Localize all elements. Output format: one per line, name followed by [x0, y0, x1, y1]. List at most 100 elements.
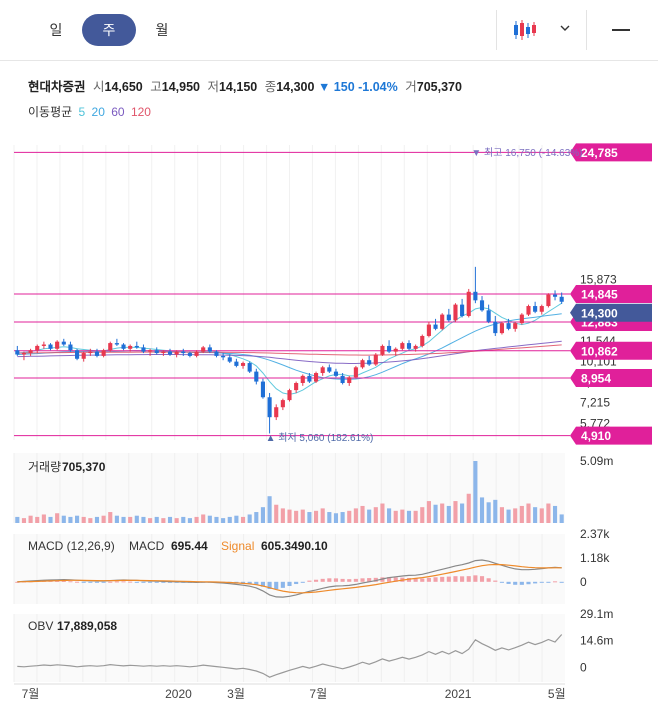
macd-histogram-bar	[300, 581, 305, 583]
menu-icon[interactable]	[612, 29, 630, 31]
volume-bar	[134, 515, 139, 523]
macd-histogram-bar	[526, 581, 531, 585]
candle-body	[121, 344, 126, 349]
candlestick-icon[interactable]	[512, 18, 538, 42]
macd-histogram-bar	[406, 577, 412, 582]
ma-5-label: 5	[78, 105, 86, 119]
volume-bar	[148, 518, 153, 523]
obv-tick-label: 14.6m	[580, 634, 613, 648]
macd-histogram-bar	[294, 581, 299, 585]
macd-histogram-bar	[466, 576, 471, 582]
volume-bar	[227, 516, 232, 523]
x-tick-label: 7월	[22, 687, 40, 701]
macd-histogram-bar	[81, 581, 86, 583]
candle-body	[174, 351, 179, 355]
macd-histogram-bar	[274, 581, 279, 590]
macd-histogram-bar	[108, 581, 113, 583]
candle-body	[552, 294, 558, 297]
macd-histogram-bar	[513, 581, 518, 585]
candle-body	[221, 355, 226, 358]
price-tick-label: 15,873	[580, 272, 617, 286]
volume-bar	[88, 518, 93, 523]
candle-body	[393, 348, 398, 352]
volume-bar	[68, 516, 73, 523]
candle-body	[420, 335, 425, 346]
low-label: 저	[207, 80, 219, 94]
candle-body	[267, 397, 272, 418]
macd-histogram-bar	[247, 581, 252, 585]
volume-bar	[466, 493, 471, 523]
macd-histogram-bar	[327, 578, 332, 582]
x-tick-label: 7월	[309, 687, 327, 701]
tab-monthly[interactable]: 월	[155, 22, 169, 38]
candle-body	[55, 341, 60, 349]
volume-bar	[240, 516, 246, 523]
open-value: 14,650	[104, 80, 143, 94]
macd-histogram-bar	[367, 578, 372, 582]
volume-bar	[347, 510, 352, 523]
candle-body	[41, 344, 46, 346]
obv-title: OBV	[28, 619, 53, 633]
candle-body	[75, 350, 80, 359]
level-badge-label: 4,910	[581, 429, 611, 443]
ma-legend-label: 이동평균	[28, 105, 73, 119]
volume-bar	[373, 507, 378, 523]
volume-bar	[94, 516, 100, 523]
candle-body	[380, 345, 385, 355]
candle-body	[453, 304, 458, 321]
macd-histogram-bar	[539, 581, 544, 583]
open-label: 시	[93, 80, 105, 94]
volume-bar	[327, 512, 332, 523]
macd-histogram-bar	[128, 581, 133, 583]
candle-body	[28, 350, 33, 354]
volume-bar	[426, 501, 431, 523]
candle-body	[327, 367, 332, 372]
tab-weekly[interactable]: 주	[82, 14, 136, 46]
candle-body	[506, 323, 511, 329]
candle-body	[214, 351, 219, 356]
level-badge: 10,862	[570, 341, 652, 360]
volume-bar	[479, 497, 485, 523]
volume-bar	[393, 510, 398, 523]
chevron-down-icon[interactable]	[559, 23, 571, 33]
ma-legend[interactable]: 이동평균 5 20 60 120	[28, 103, 154, 120]
macd-histogram-bar	[360, 578, 365, 582]
current-price-badge-shape	[570, 303, 652, 322]
macd-histogram-bar	[94, 581, 100, 583]
macd-histogram-bar	[340, 578, 345, 582]
macd-histogram-bar	[114, 581, 119, 583]
candle-body	[15, 350, 20, 355]
volume-bar	[406, 510, 412, 523]
macd-histogram-bar	[426, 577, 431, 582]
macd-histogram-bar	[280, 581, 285, 588]
volume-bar	[499, 507, 504, 523]
macd-histogram-bar	[121, 581, 126, 583]
level-badge-shape	[570, 143, 652, 162]
volume-bar	[486, 502, 491, 523]
close-label: 종	[264, 80, 277, 94]
level-badge: 24,785	[570, 143, 652, 162]
tab-daily[interactable]: 일	[49, 22, 63, 38]
candle-body	[48, 344, 53, 349]
candle-body	[181, 351, 186, 354]
macd-histogram-bar	[141, 581, 146, 583]
signal-label: Signal	[221, 539, 254, 553]
high-marker-label: ▼ 최고 16,750 (-14.63%)	[471, 147, 582, 159]
volume-bar	[214, 516, 219, 523]
macd-histogram-bar	[347, 579, 352, 582]
macd-histogram-bar	[75, 581, 80, 583]
macd-histogram-bar	[161, 581, 166, 583]
volume-bar	[287, 509, 292, 523]
macd-histogram-bar	[333, 578, 339, 582]
candle-body	[167, 351, 173, 355]
volume-bar	[294, 510, 299, 523]
volume-bar	[55, 513, 60, 523]
signal-value: 605.3490.10	[261, 539, 328, 553]
volume-bar	[333, 513, 339, 523]
volume-bar	[167, 516, 173, 523]
volume-bar	[274, 504, 279, 523]
ma-20-label: 20	[91, 105, 105, 119]
candle-body	[513, 323, 518, 329]
level-badge: 14,845	[570, 284, 652, 303]
